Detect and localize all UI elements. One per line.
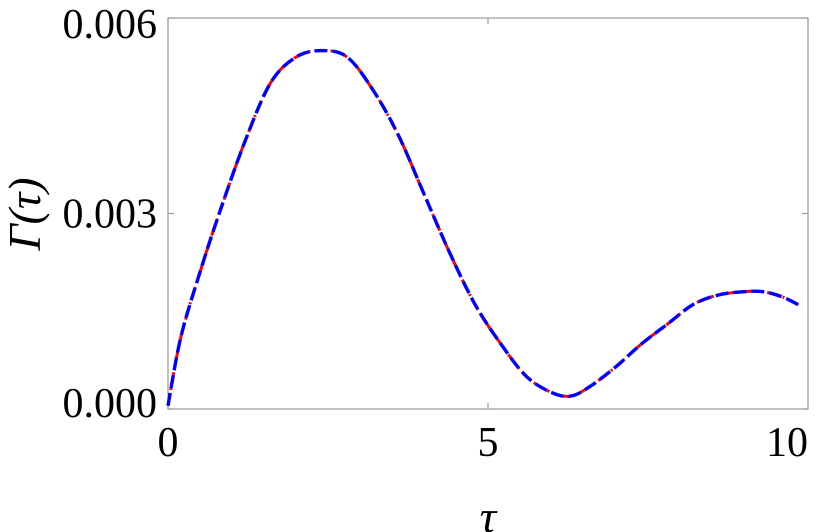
- tick-labels: 0 5 10 0.000 0.003 0.006: [63, 2, 809, 466]
- y-tick-label: 0.000: [63, 381, 158, 427]
- x-tick-label: 5: [478, 420, 499, 466]
- series-line-1: [166, 49, 800, 407]
- plot-frame: [167, 17, 809, 410]
- series-line-2: [166, 48, 800, 407]
- y-axis-label: Γ(τ): [0, 177, 50, 251]
- y-tick-label: 0.006: [63, 2, 158, 48]
- x-tick-label: 0: [158, 420, 179, 466]
- y-tick-label: 0.003: [63, 192, 158, 238]
- x-tick-label: 10: [766, 420, 808, 466]
- x-axis-label: τ: [480, 491, 498, 532]
- series-group: [166, 48, 800, 407]
- axis-ticks: [167, 17, 809, 410]
